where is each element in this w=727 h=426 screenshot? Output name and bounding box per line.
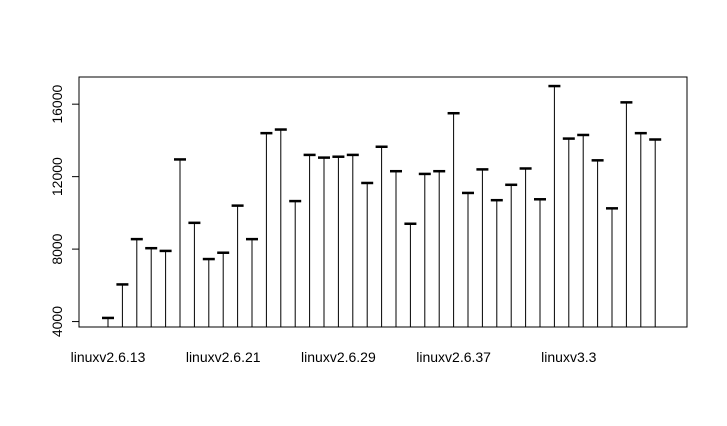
y-tick-label: 12000 <box>49 157 65 196</box>
x-tick-label: linuxv2.6.13 <box>71 349 146 365</box>
x-tick-label: linuxv2.6.29 <box>301 349 376 365</box>
x-tick-label: linuxv2.6.37 <box>416 349 491 365</box>
y-tick-label: 4000 <box>49 306 65 337</box>
y-tick-label: 16000 <box>49 84 65 123</box>
y-axis: 4000 8000 12000 16000 <box>49 84 80 337</box>
data-spikes <box>102 84 662 327</box>
plot-frame <box>78 76 688 328</box>
y-tick-label: 8000 <box>49 233 65 264</box>
x-tick-label: linuxv3.3 <box>541 349 596 365</box>
x-tick-label: linuxv2.6.21 <box>186 349 261 365</box>
x-axis-labels: linuxv2.6.13 linuxv2.6.21 linuxv2.6.29 linu… <box>71 349 597 365</box>
